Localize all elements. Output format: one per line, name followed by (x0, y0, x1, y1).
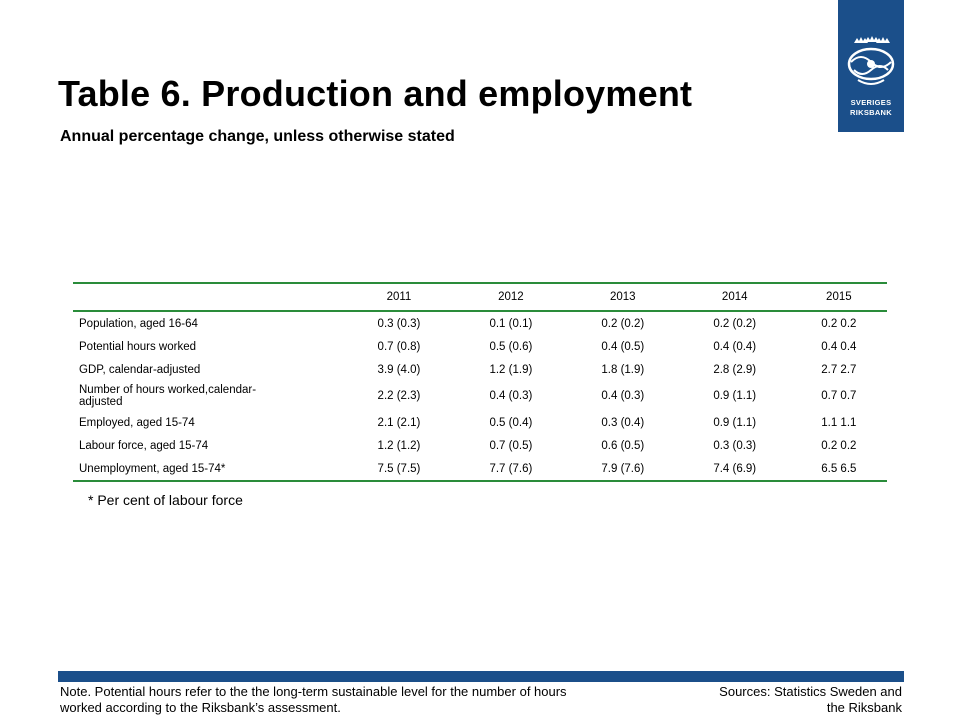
table-cell: 0.5 (0.6) (489, 340, 533, 353)
table-cell: 0.9 (1.1) (713, 390, 757, 402)
production-employment-table: 2011 2012 2013 2014 2015 Population, age… (73, 282, 887, 482)
table-cell: 6.5 6.5 (790, 457, 887, 482)
table-cell: 0.3 (0.3) (713, 439, 757, 452)
table-row: Population, aged 16-64 0.3 (0.3) 0.1 (0.… (73, 311, 887, 335)
page-title: Table 6. Production and employment (58, 73, 693, 114)
header-year: 2012 (454, 282, 567, 312)
riksbank-logo: SVERIGES RIKSBANK (838, 0, 904, 132)
table-cell: 1.2 (1.9) (489, 363, 533, 376)
table-row: Unemployment, aged 15-74* 7.5 (7.5) 7.7 … (73, 457, 887, 482)
header-year: 2013 (566, 282, 679, 312)
row-label: Labour force, aged 15-74 (79, 439, 209, 452)
table-cell: 7.5 (7.5) (343, 457, 455, 482)
row-label-line1: Number of hours worked,calendar- (79, 384, 257, 396)
header-year: 2015 (790, 282, 887, 312)
table-cell: 0.2 0.2 (821, 439, 857, 452)
table-cell: 0.3 (0.4) (601, 416, 645, 429)
table-cell: 7.4 (6.9) (678, 457, 791, 482)
table-row: GDP, calendar-adjusted 3.9 (4.0) 1.2 (1.… (73, 358, 887, 381)
table-row: Number of hours worked,calendar-adjusted… (73, 381, 887, 411)
table-cell: 0.9 (1.1) (713, 416, 757, 429)
table-cell: 0.2 0.2 (821, 317, 857, 330)
table-cell: 0.4 (0.3) (489, 390, 533, 402)
table-cell: 0.4 (0.4) (713, 340, 757, 353)
table-cell: 0.3 (0.3) (377, 317, 421, 330)
table-cell: 0.2 (0.2) (713, 317, 757, 330)
table-cell: 7.9 (7.6) (566, 457, 679, 482)
table-cell: 0.4 (0.5) (601, 340, 645, 353)
table-cell: 2.2 (2.3) (377, 390, 421, 402)
table-footnote: * Per cent of labour force (88, 492, 243, 508)
table-header-row: 2011 2012 2013 2014 2015 (73, 282, 887, 312)
table-row: Employed, aged 15-74 2.1 (2.1) 0.5 (0.4)… (73, 411, 887, 434)
table-cell: 7.7 (7.6) (454, 457, 567, 482)
table-cell: 1.8 (1.9) (601, 363, 645, 376)
table-cell: 2.7 2.7 (821, 363, 857, 376)
footer-note: Note. Potential hours refer to the the l… (60, 684, 567, 715)
footer-divider-bar (58, 671, 904, 682)
table-row: Labour force, aged 15-74 1.2 (1.2) 0.7 (… (73, 434, 887, 457)
header-year: 2014 (678, 282, 791, 312)
row-label: Employed, aged 15-74 (79, 416, 195, 429)
table-cell: 0.4 (0.3) (601, 390, 645, 402)
logo-text-riksbank: RIKSBANK (850, 108, 892, 117)
logo-text-sveriges: SVERIGES (850, 98, 892, 107)
table-cell: 0.1 (0.1) (489, 317, 533, 330)
header-year: 2011 (343, 282, 455, 312)
page-subtitle: Annual percentage change, unless otherwi… (60, 128, 455, 145)
table-cell: 2.1 (2.1) (377, 416, 421, 429)
table-cell: 1.2 (1.2) (377, 439, 421, 452)
row-label: Population, aged 16-64 (79, 317, 198, 330)
table-cell: 0.7 (0.5) (489, 439, 533, 452)
row-label-line2: adjusted (79, 396, 123, 408)
table-cell: 1.1 1.1 (821, 416, 857, 429)
row-label: Potential hours worked (79, 340, 196, 353)
table-row: Potential hours worked 0.7 (0.8) 0.5 (0.… (73, 335, 887, 358)
table-cell: 2.8 (2.9) (713, 363, 757, 376)
row-label: Unemployment, aged 15-74* (73, 457, 343, 482)
table-cell: 0.2 (0.2) (601, 317, 645, 330)
row-label: GDP, calendar-adjusted (79, 363, 201, 376)
table-cell: 0.5 (0.4) (489, 416, 533, 429)
crown-emblem-icon (847, 36, 895, 85)
table-cell: 0.7 (0.8) (377, 340, 421, 353)
table-cell: 0.6 (0.5) (601, 439, 645, 452)
table-cell: 0.4 0.4 (821, 340, 857, 353)
table-cell: 3.9 (4.0) (377, 363, 421, 376)
table-cell: 0.7 0.7 (821, 390, 857, 402)
footer-sources: Sources: Statistics Sweden and the Riksb… (719, 684, 902, 715)
header-label-cell (73, 282, 343, 312)
row-label: Number of hours worked,calendar-adjusted (73, 381, 343, 411)
